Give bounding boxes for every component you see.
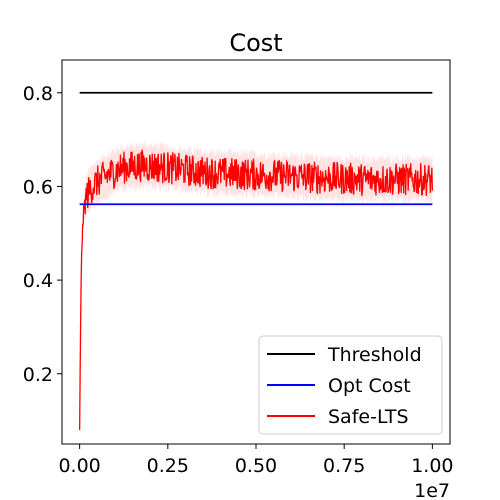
y-tick-label: 0.6 xyxy=(23,176,53,198)
y-tick-label: 0.8 xyxy=(23,83,53,105)
x-axis: 0.00 0.25 0.50 0.75 1.00 xyxy=(58,444,454,477)
legend-label: Opt Cost xyxy=(328,375,411,397)
legend-box xyxy=(258,335,443,435)
plot-area xyxy=(78,91,434,430)
chart-title: Cost xyxy=(229,29,282,57)
legend: Threshold Opt Cost Safe-LTS xyxy=(258,335,443,435)
safe-lts-line xyxy=(78,149,434,430)
y-tick-label: 0.4 xyxy=(23,270,53,292)
x-tick-label: 0.50 xyxy=(235,455,277,477)
x-tick-label: 0.00 xyxy=(58,455,100,477)
x-tick-label: 0.25 xyxy=(147,455,189,477)
legend-label: Safe-LTS xyxy=(328,406,409,428)
y-tick-label: 0.2 xyxy=(23,364,53,386)
x-tick-label: 0.75 xyxy=(323,455,365,477)
x-offset-label: 1e7 xyxy=(414,480,450,500)
legend-label: Threshold xyxy=(327,344,422,366)
x-tick-label: 1.00 xyxy=(411,455,453,477)
y-axis: 0.2 0.4 0.6 0.8 xyxy=(23,83,62,386)
